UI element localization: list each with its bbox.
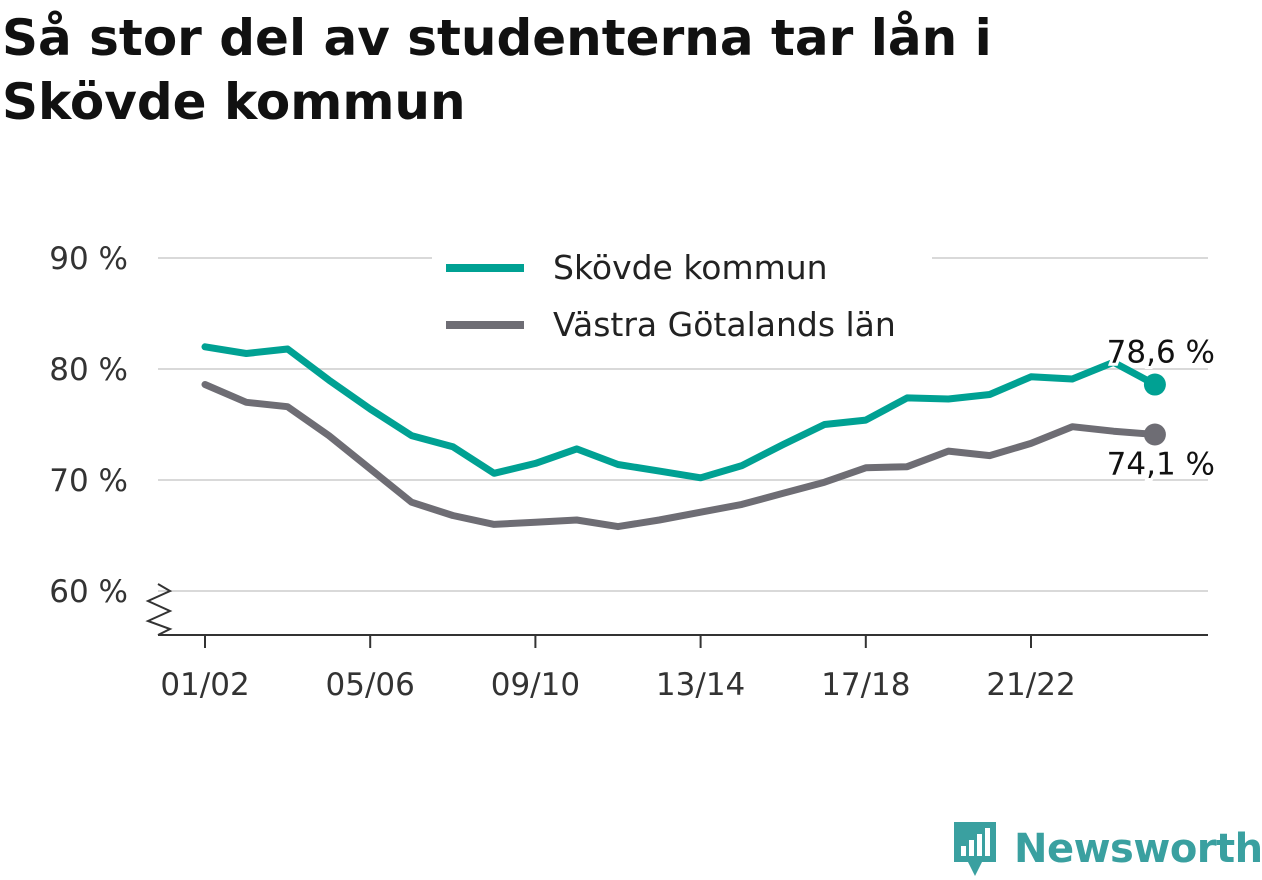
brand-name: Newsworthy — [1014, 826, 1262, 872]
x-tick-label: 21/22 — [986, 667, 1075, 703]
newsworthy-logo-icon — [954, 822, 996, 876]
end-point-marker — [1143, 373, 1166, 396]
end-value-label: 78,6 % — [1107, 335, 1215, 371]
chart-title: Så stor del av studenterna tar lån i Skö… — [2, 9, 992, 131]
y-tick-label: 60 % — [49, 574, 128, 610]
x-tick-label: 13/14 — [656, 667, 745, 703]
data-labels: 78,6 % 74,1 % — [1104, 332, 1218, 486]
x-tick-label: 09/10 — [491, 667, 580, 703]
brand-logo: Newsworthy — [950, 818, 1262, 880]
y-tick-label: 80 % — [49, 352, 128, 388]
series-line-1 — [201, 381, 1159, 531]
legend-label: Västra Götalands län — [553, 305, 896, 344]
axis-break-icon — [145, 583, 173, 636]
y-tick-label: 90 % — [49, 241, 128, 277]
legend: Skövde kommun Västra Götalands län — [432, 240, 932, 355]
legend-label: Skövde kommun — [553, 248, 828, 287]
axes: 60 % 70 % 80 % 90 % 01/02 05/06 09/10 13/14 17/1… — [49, 241, 1208, 703]
x-tick-label: 17/18 — [821, 667, 910, 703]
y-tick-label: 70 % — [49, 463, 128, 499]
series-line-0 — [201, 343, 1159, 482]
end-value-label: 74,1 % — [1107, 446, 1215, 482]
x-tick-label: 05/06 — [326, 667, 415, 703]
series-lines — [201, 343, 1166, 531]
x-tick-label: 01/02 — [160, 667, 249, 703]
end-point-marker — [1143, 423, 1166, 446]
legend-box — [432, 240, 932, 355]
